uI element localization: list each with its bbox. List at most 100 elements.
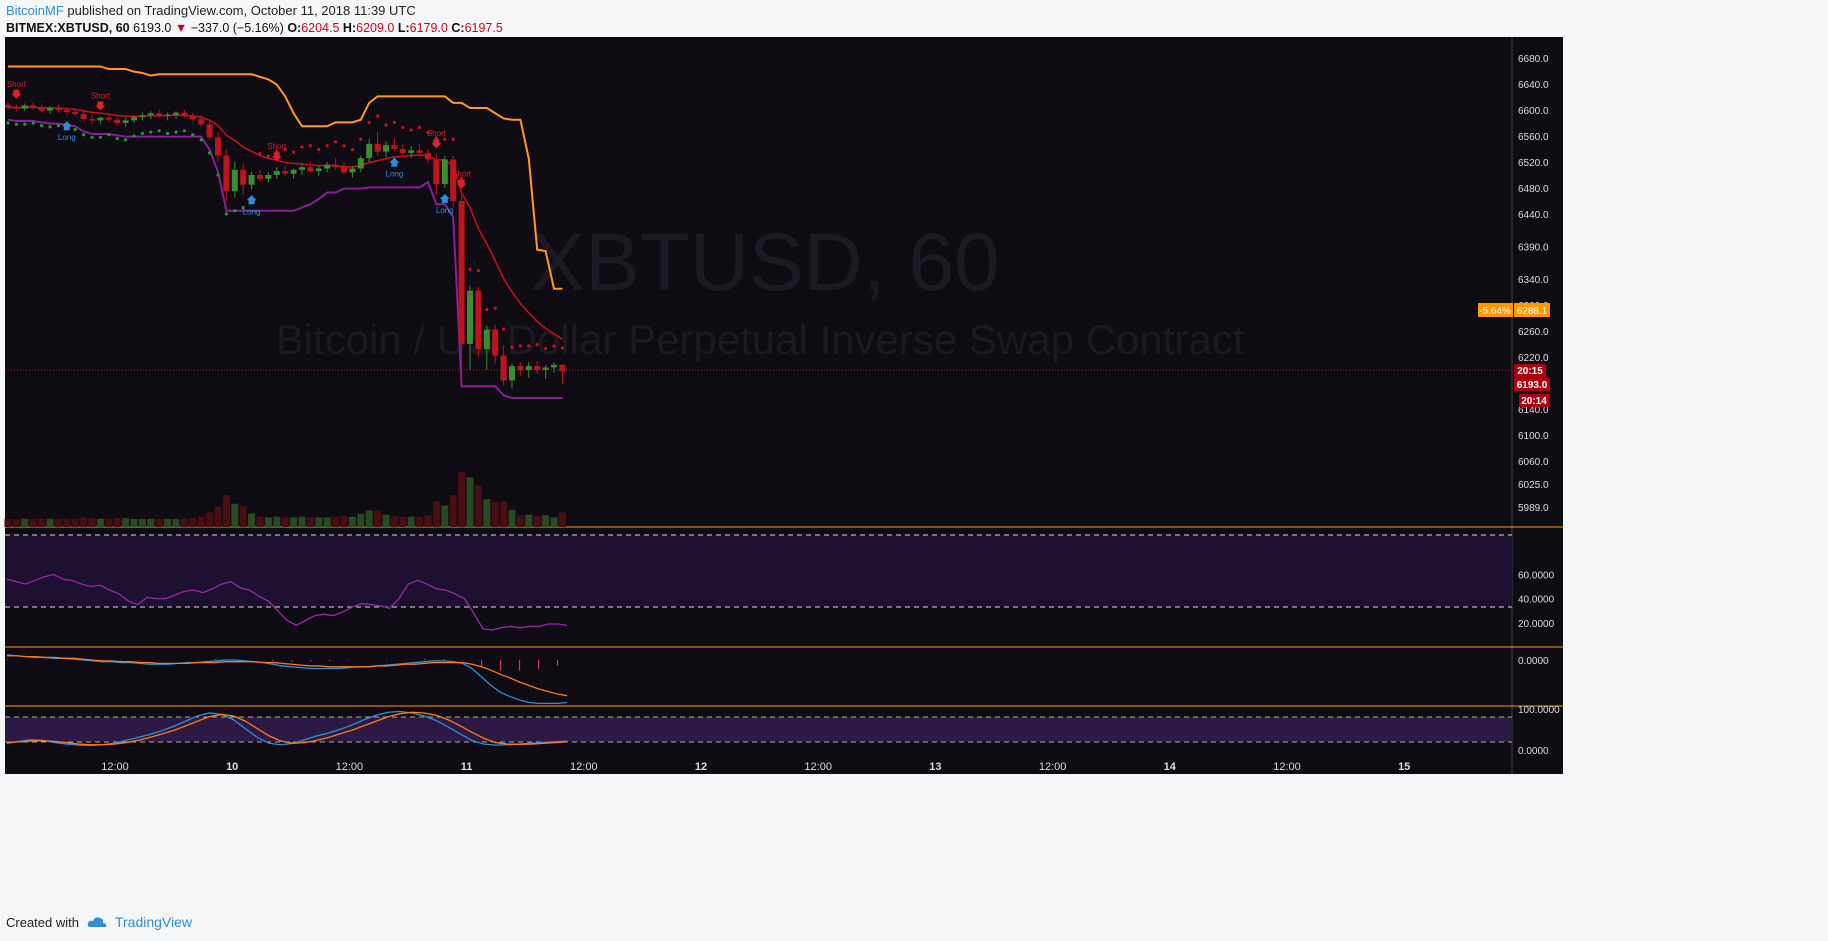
- candle-body: [525, 366, 532, 370]
- low-value: 6179.0: [409, 21, 448, 35]
- price-tick-8: 6340.0: [1518, 275, 1549, 286]
- sar-dot: [485, 307, 489, 312]
- candle-body: [30, 105, 37, 108]
- time-tick-1: 10: [226, 761, 238, 773]
- orange-envelope: [8, 65, 563, 290]
- sar-dot: [174, 130, 178, 134]
- long-arrow-icon: [61, 121, 72, 131]
- sar-dot: [157, 129, 161, 133]
- sar-dot: [443, 137, 447, 141]
- candle-body: [475, 290, 482, 350]
- sar-dot: [266, 154, 270, 158]
- candle-body: [467, 290, 473, 344]
- legend-bar: BITMEX:XBTUSD, 60 6193.0 ▼ −337.0 (−5.16…: [6, 21, 503, 35]
- signal-label: Short: [267, 142, 287, 151]
- volume-bar: [458, 472, 466, 527]
- sar-dot: [23, 122, 27, 126]
- volume-bar: [172, 518, 180, 527]
- sar-dot: [208, 151, 212, 155]
- time-tick-0: 12:00: [101, 761, 129, 773]
- signal-label: Short: [452, 170, 472, 179]
- watermark-description: Bitcoin / US Dollar Perpetual Inverse Sw…: [276, 316, 1245, 363]
- price-axis[interactable]: 6680.0 6640.0 6600.0 6560.0 6520.0 6480.0 6440…: [1518, 54, 1549, 514]
- sar-dot: [90, 135, 94, 139]
- sar-dot: [258, 151, 262, 156]
- time-axis[interactable]: 12:00 10 12:00 11 12:00 12 12:00 13 12:00 14 12:00…: [101, 761, 1410, 773]
- volume-bar: [491, 502, 499, 527]
- candle-body: [38, 107, 45, 111]
- current-price-text: 6193.0: [1517, 380, 1548, 391]
- price-tick-6: 6440.0: [1518, 210, 1549, 221]
- candles: [5, 102, 566, 389]
- signal-label: Long: [58, 133, 76, 142]
- sar-dot: [350, 148, 354, 152]
- candle-body: [332, 164, 339, 168]
- candle-body: [290, 169, 297, 174]
- sar-dot: [14, 122, 18, 126]
- time-tick-8: 12:00: [1039, 761, 1067, 773]
- rsi-tick-1: 40.0000: [1518, 595, 1555, 606]
- sar-dot: [124, 138, 128, 142]
- volume-bar: [273, 516, 281, 527]
- candle-body: [450, 159, 457, 201]
- sar-dot: [518, 344, 523, 348]
- footer: Created with TradingView: [6, 914, 192, 930]
- volume-bar: [130, 518, 138, 527]
- signal-label: Short: [7, 80, 27, 89]
- sar-dot: [82, 133, 86, 137]
- author-name[interactable]: BitcoinMF: [6, 3, 64, 18]
- volume-bar: [138, 518, 146, 527]
- macd-pane: 0.0000: [6, 654, 1549, 704]
- sar-dot: [40, 124, 44, 128]
- sar-dot: [317, 148, 321, 152]
- tradingview-link[interactable]: TradingView: [114, 914, 193, 930]
- volume-bar: [550, 517, 558, 527]
- long-arrow-icon: [389, 157, 400, 167]
- sar-dot: [48, 125, 52, 129]
- sar-dot: [468, 267, 472, 271]
- macd-signal-line: [7, 655, 568, 697]
- red-moving-average: [7, 106, 563, 341]
- price-tick-7: 6390.0: [1518, 243, 1549, 254]
- volume-bar: [306, 517, 314, 527]
- sar-dot: [451, 137, 455, 141]
- candle-body: [147, 113, 154, 116]
- sar-dot: [241, 205, 245, 210]
- volume-bar: [432, 501, 440, 527]
- price-tick-1: 6640.0: [1518, 80, 1549, 91]
- sar-dot: [325, 144, 329, 148]
- candle-body: [122, 120, 129, 123]
- time-tag-1-text: 20:15: [1517, 366, 1543, 377]
- volume-bar: [390, 516, 398, 527]
- watermark-symbol: XBTUSD, 60: [530, 217, 999, 308]
- publish-info: BitcoinMF published on TradingView.com, …: [6, 3, 416, 18]
- volume-bar: [54, 518, 62, 527]
- sar-dot: [392, 120, 396, 124]
- candle-body: [164, 114, 171, 116]
- candle-body: [131, 117, 137, 121]
- sar-dot: [560, 346, 565, 350]
- sar-dot: [149, 130, 153, 134]
- volume-bar: [264, 517, 272, 527]
- volume-bar: [38, 518, 46, 527]
- volume-bar: [4, 518, 12, 527]
- sar-dot: [376, 114, 380, 118]
- candle-body: [509, 366, 515, 381]
- candle-body: [240, 169, 247, 185]
- signals: Short Long Short Long Short Long Short Long Shor…: [7, 80, 472, 217]
- sar-dot: [56, 124, 61, 128]
- candle-body: [173, 112, 179, 115]
- sar-dot: [216, 173, 220, 177]
- sar-dot: [476, 268, 480, 273]
- volume-bar: [516, 515, 524, 527]
- long-arrow-icon: [439, 194, 450, 203]
- sar-dot: [182, 129, 186, 133]
- volume-bar: [80, 517, 88, 527]
- purple-envelope: [7, 118, 563, 399]
- candle-body: [534, 366, 541, 370]
- candle-body: [433, 159, 440, 185]
- candle-body: [315, 168, 322, 172]
- candle-body: [492, 329, 499, 356]
- stoch-band: [5, 717, 1512, 742]
